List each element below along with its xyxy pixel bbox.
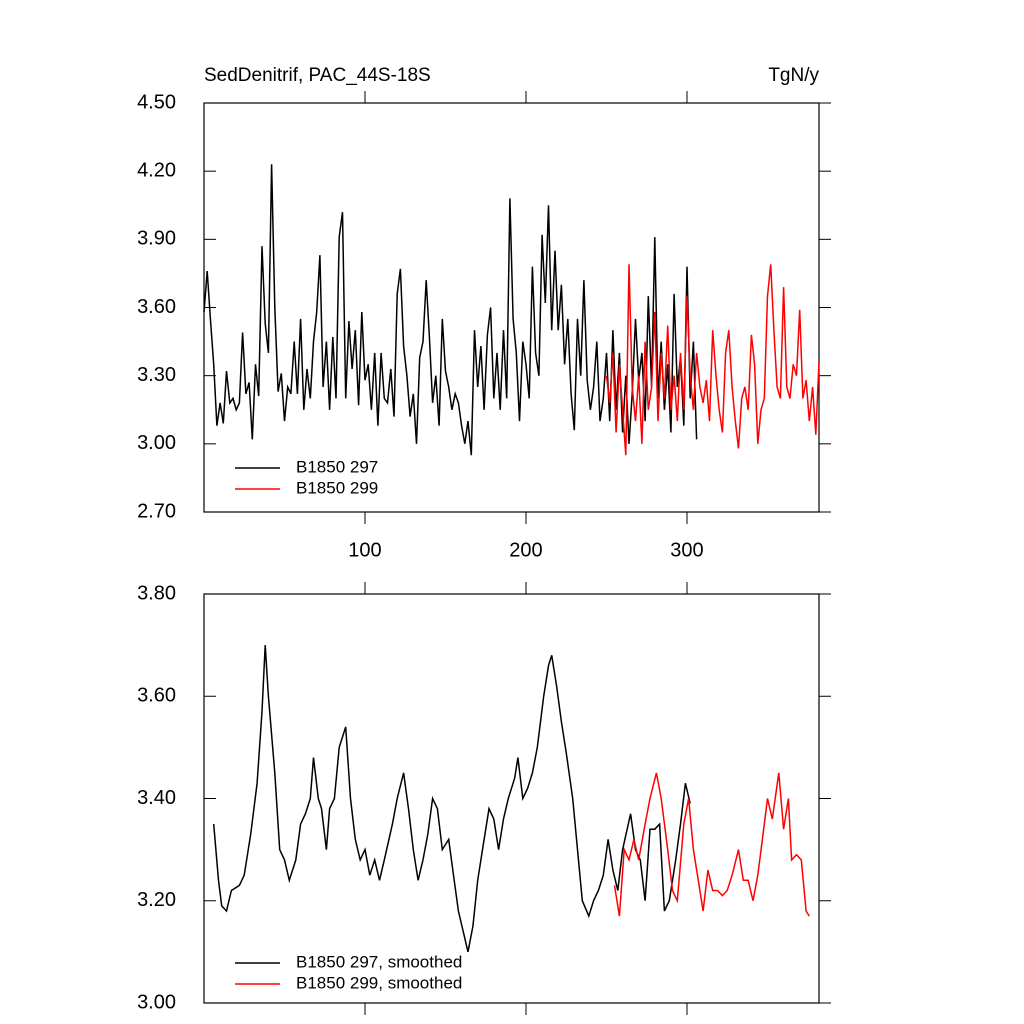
legend-label: B1850 297 [296, 457, 378, 476]
plot-frame [203, 593, 820, 1004]
y-tick-label: 3.60 [137, 296, 176, 318]
y-tick-label: 3.40 [137, 787, 176, 809]
y-tick-label: 4.20 [137, 159, 176, 181]
y-tick-label: 3.90 [137, 228, 176, 250]
y-tick-label: 3.30 [137, 364, 176, 386]
y-tick-label: 3.20 [137, 889, 176, 911]
units-label: TgN/y [768, 65, 819, 86]
data-line [605, 264, 820, 456]
y-tick-label: 4.50 [137, 91, 176, 113]
x-tick-label: 200 [509, 539, 542, 561]
legend-label: B1850 299 [296, 478, 378, 497]
y-tick-label: 3.80 [137, 582, 176, 604]
data-line [203, 164, 698, 456]
y-tick-label: 3.60 [137, 685, 176, 707]
plot-frame [203, 102, 820, 513]
y-tick-label: 2.70 [137, 500, 176, 522]
y-tick-label: 3.00 [137, 991, 176, 1013]
legend-label: B1850 297, smoothed [296, 952, 462, 971]
y-tick-label: 3.00 [137, 432, 176, 454]
data-line [212, 645, 691, 953]
data-line [613, 772, 810, 917]
chart-title: SedDenitrif, PAC_44S-18S [204, 65, 431, 86]
legend-label: B1850 299, smoothed [296, 973, 462, 992]
x-tick-label: 100 [348, 539, 381, 561]
x-tick-label: 300 [670, 539, 703, 561]
